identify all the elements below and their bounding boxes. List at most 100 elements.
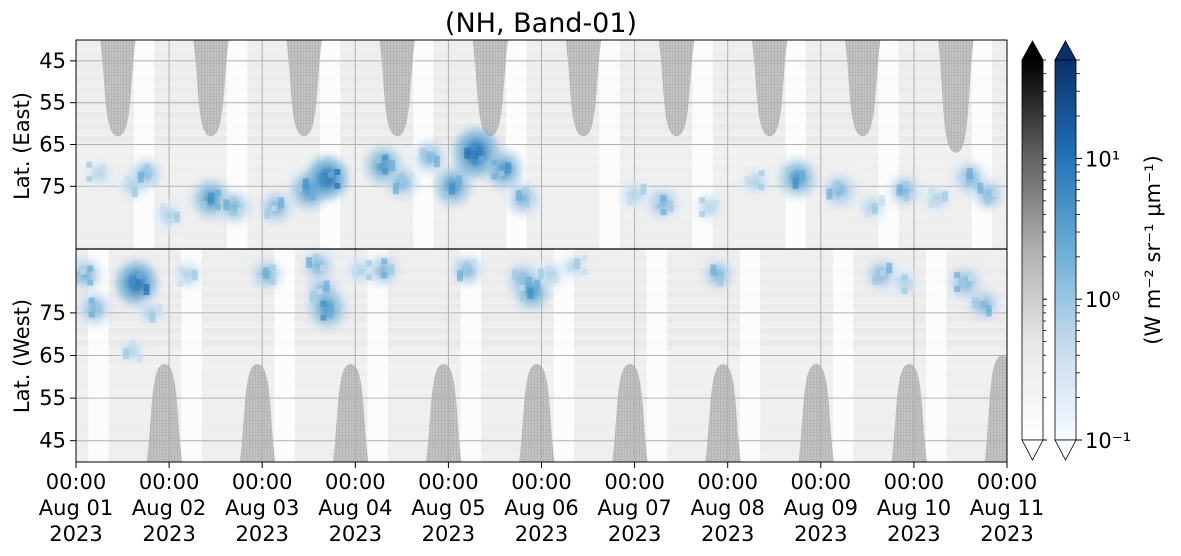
aurora-cell xyxy=(724,272,731,279)
chart-title: (NH, Band-01) xyxy=(445,8,637,39)
aurora-cell xyxy=(717,280,724,287)
aurora-cell xyxy=(464,262,471,269)
aurora-cell xyxy=(872,208,879,215)
aurora-cell xyxy=(973,178,980,185)
daylight-region-east xyxy=(100,40,136,137)
aurora-cell xyxy=(320,179,327,186)
aurora-cell xyxy=(177,266,184,273)
aurora-cell xyxy=(392,183,399,190)
aurora-cell xyxy=(137,171,144,178)
aurora-cell xyxy=(908,285,915,292)
aurora-cell xyxy=(872,273,879,280)
aurora-cell xyxy=(966,167,973,174)
aurora-cell xyxy=(327,311,334,318)
aurora-cell xyxy=(840,196,847,203)
aurora-cell xyxy=(574,263,581,270)
aurora-cell xyxy=(389,160,396,167)
aurora-cell xyxy=(302,178,309,185)
x-tick-label: 2023 xyxy=(794,522,847,546)
aurora-cell xyxy=(433,161,440,168)
aurora-cell xyxy=(143,289,150,296)
aurora-cell xyxy=(138,183,145,190)
aurora-cell xyxy=(928,201,935,208)
y-tick-label: 55 xyxy=(39,91,66,115)
daylight-region-west xyxy=(612,364,648,462)
aurora-cell xyxy=(567,266,574,273)
aurora-cell xyxy=(518,284,525,291)
aurora-cell xyxy=(81,300,88,307)
aurora-cell xyxy=(903,181,910,188)
aurora-cell xyxy=(744,181,751,188)
aurora-cell xyxy=(991,190,998,197)
aurora-cell xyxy=(86,175,93,182)
colorbar-grey-extend-min xyxy=(1021,439,1044,461)
colorbar-ticks: 10⁻¹ 10⁰ 10¹ xyxy=(1043,59,1131,453)
aurora-blob xyxy=(180,267,195,282)
x-tick-label: 00:00 xyxy=(325,470,386,494)
colorbar-blue-body xyxy=(1054,59,1077,441)
aurora-cell xyxy=(826,188,833,195)
aurora-cell xyxy=(262,267,269,274)
aurora-cell xyxy=(419,148,426,155)
colorbar-grey-body xyxy=(1021,59,1044,441)
aurora-cell xyxy=(76,271,80,278)
aurora-cell xyxy=(478,155,485,162)
aurora-cell xyxy=(471,158,478,165)
aurora-cell xyxy=(903,195,910,202)
aurora-cell xyxy=(872,203,879,210)
aurora-emission-cells xyxy=(76,144,998,363)
aurora-cell xyxy=(426,145,433,152)
aurora-cell xyxy=(136,356,143,363)
aurora-cell xyxy=(309,189,316,196)
aurora-cell xyxy=(968,275,975,282)
colorbar-tick-label: 10¹ xyxy=(1085,147,1120,171)
daylight-region-west xyxy=(239,364,276,462)
aurora-cell xyxy=(95,308,102,315)
x-tick-label: Aug 08 xyxy=(690,496,764,520)
aurora-cell xyxy=(534,284,541,291)
x-tick-label: 00:00 xyxy=(791,470,852,494)
daylight-region-east xyxy=(379,40,415,137)
aurora-cell xyxy=(313,254,320,261)
aurora-cell xyxy=(527,292,534,299)
aurora-cell xyxy=(200,200,207,207)
aurora-cell xyxy=(365,274,372,281)
aurora-cell xyxy=(758,184,765,191)
aurora-cell xyxy=(207,197,214,204)
daylight-region-west xyxy=(705,364,741,462)
aurora-cell xyxy=(511,273,518,280)
aurora-cell xyxy=(879,270,886,277)
aurora-cell xyxy=(537,273,544,280)
aurora-cell xyxy=(710,269,717,276)
aurora-cell xyxy=(327,306,334,313)
aurora-cell xyxy=(306,262,313,269)
aurora-cell xyxy=(136,273,143,280)
aurora-cell xyxy=(954,272,961,279)
aurora-cell xyxy=(928,187,935,194)
aurora-cell xyxy=(381,258,388,265)
colorbar-tick-label: 10⁰ xyxy=(1085,288,1120,312)
aurora-cell xyxy=(799,169,806,176)
aurora-cell xyxy=(973,183,980,190)
aurora-cell xyxy=(449,188,456,195)
aurora-cell xyxy=(313,268,320,275)
aurora-cell xyxy=(660,209,667,216)
x-tick-label: 00:00 xyxy=(232,470,293,494)
aurora-cell xyxy=(954,286,961,293)
aurora-cell xyxy=(191,269,198,276)
aurora-cell xyxy=(785,166,792,173)
aurora-cell xyxy=(551,276,558,283)
aurora-cell xyxy=(896,184,903,191)
aurora-cell xyxy=(456,180,463,187)
aurora-cell xyxy=(751,173,758,180)
aurora-cell xyxy=(985,305,992,312)
y-tick-label: 55 xyxy=(39,386,66,410)
y-tick-label: 65 xyxy=(39,133,66,157)
aurora-cell xyxy=(886,262,893,269)
aurora-cell xyxy=(381,272,388,279)
aurora-cell xyxy=(327,171,334,178)
x-tick-label: 2023 xyxy=(608,522,661,546)
daylight-region-east xyxy=(472,40,508,137)
x-tick-label: Aug 06 xyxy=(504,496,578,520)
aurora-cell xyxy=(382,154,389,161)
